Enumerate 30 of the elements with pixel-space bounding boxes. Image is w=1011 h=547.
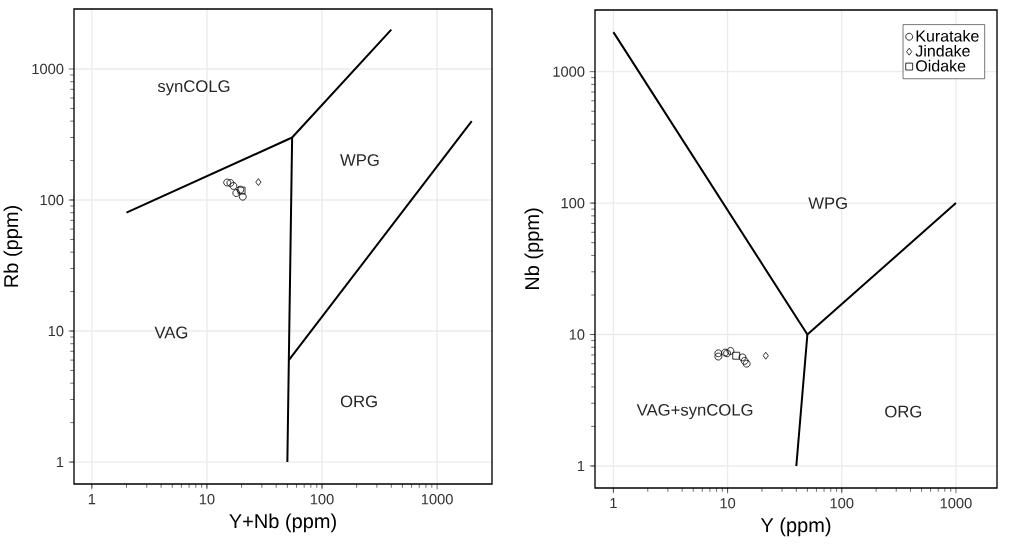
legend-label: Jindake: [915, 44, 970, 57]
y-tick-label: 1: [56, 457, 64, 468]
x-tick-label: 1000: [421, 494, 453, 505]
y-tick-label: 1000: [32, 63, 64, 75]
annotation: synCOLG: [157, 80, 230, 96]
annotation: WPG: [808, 197, 847, 210]
y-axis-title: Rb (ppm): [3, 206, 23, 287]
legend-label: Oidake: [916, 59, 966, 72]
annotation: ORG: [885, 405, 922, 418]
x-tick-label: 100: [310, 494, 334, 505]
y-tick-label: 1: [577, 460, 585, 472]
y-tick-label: 100: [40, 194, 64, 206]
x-axis-title: Y+Nb (ppm): [229, 513, 336, 533]
y-axis-title: Nb (ppm): [524, 208, 544, 290]
legend-label: Kuratake: [916, 29, 979, 42]
x-axis-title: Y (ppm): [760, 517, 831, 537]
x-tick-label: 1: [610, 498, 617, 509]
y-tick-label: 1000: [553, 66, 585, 77]
annotation: ORG: [340, 395, 377, 408]
x-tick-label: 100: [830, 498, 854, 509]
y-tick-label: 10: [569, 329, 585, 340]
x-tick-label: 1000: [940, 498, 972, 509]
x-tick-label: 10: [199, 494, 215, 505]
x-tick-label: 1: [88, 494, 96, 505]
y-tick-label: 10: [48, 325, 64, 337]
annotation: VAG: [154, 326, 188, 339]
y-tick-label: 100: [561, 197, 585, 209]
x-tick-label: 10: [720, 498, 736, 509]
annotation: WPG: [340, 154, 379, 166]
annotation: VAG+synCOLG: [636, 403, 753, 420]
